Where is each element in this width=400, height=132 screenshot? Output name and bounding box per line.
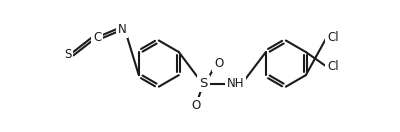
Text: O: O [191,99,200,112]
Text: S: S [64,48,72,61]
Text: Cl: Cl [327,60,339,73]
Text: NH: NH [227,77,244,90]
Text: C: C [93,31,101,44]
Text: O: O [214,57,224,70]
Text: N: N [118,23,126,36]
Text: S: S [199,77,208,90]
Text: Cl: Cl [327,31,339,44]
